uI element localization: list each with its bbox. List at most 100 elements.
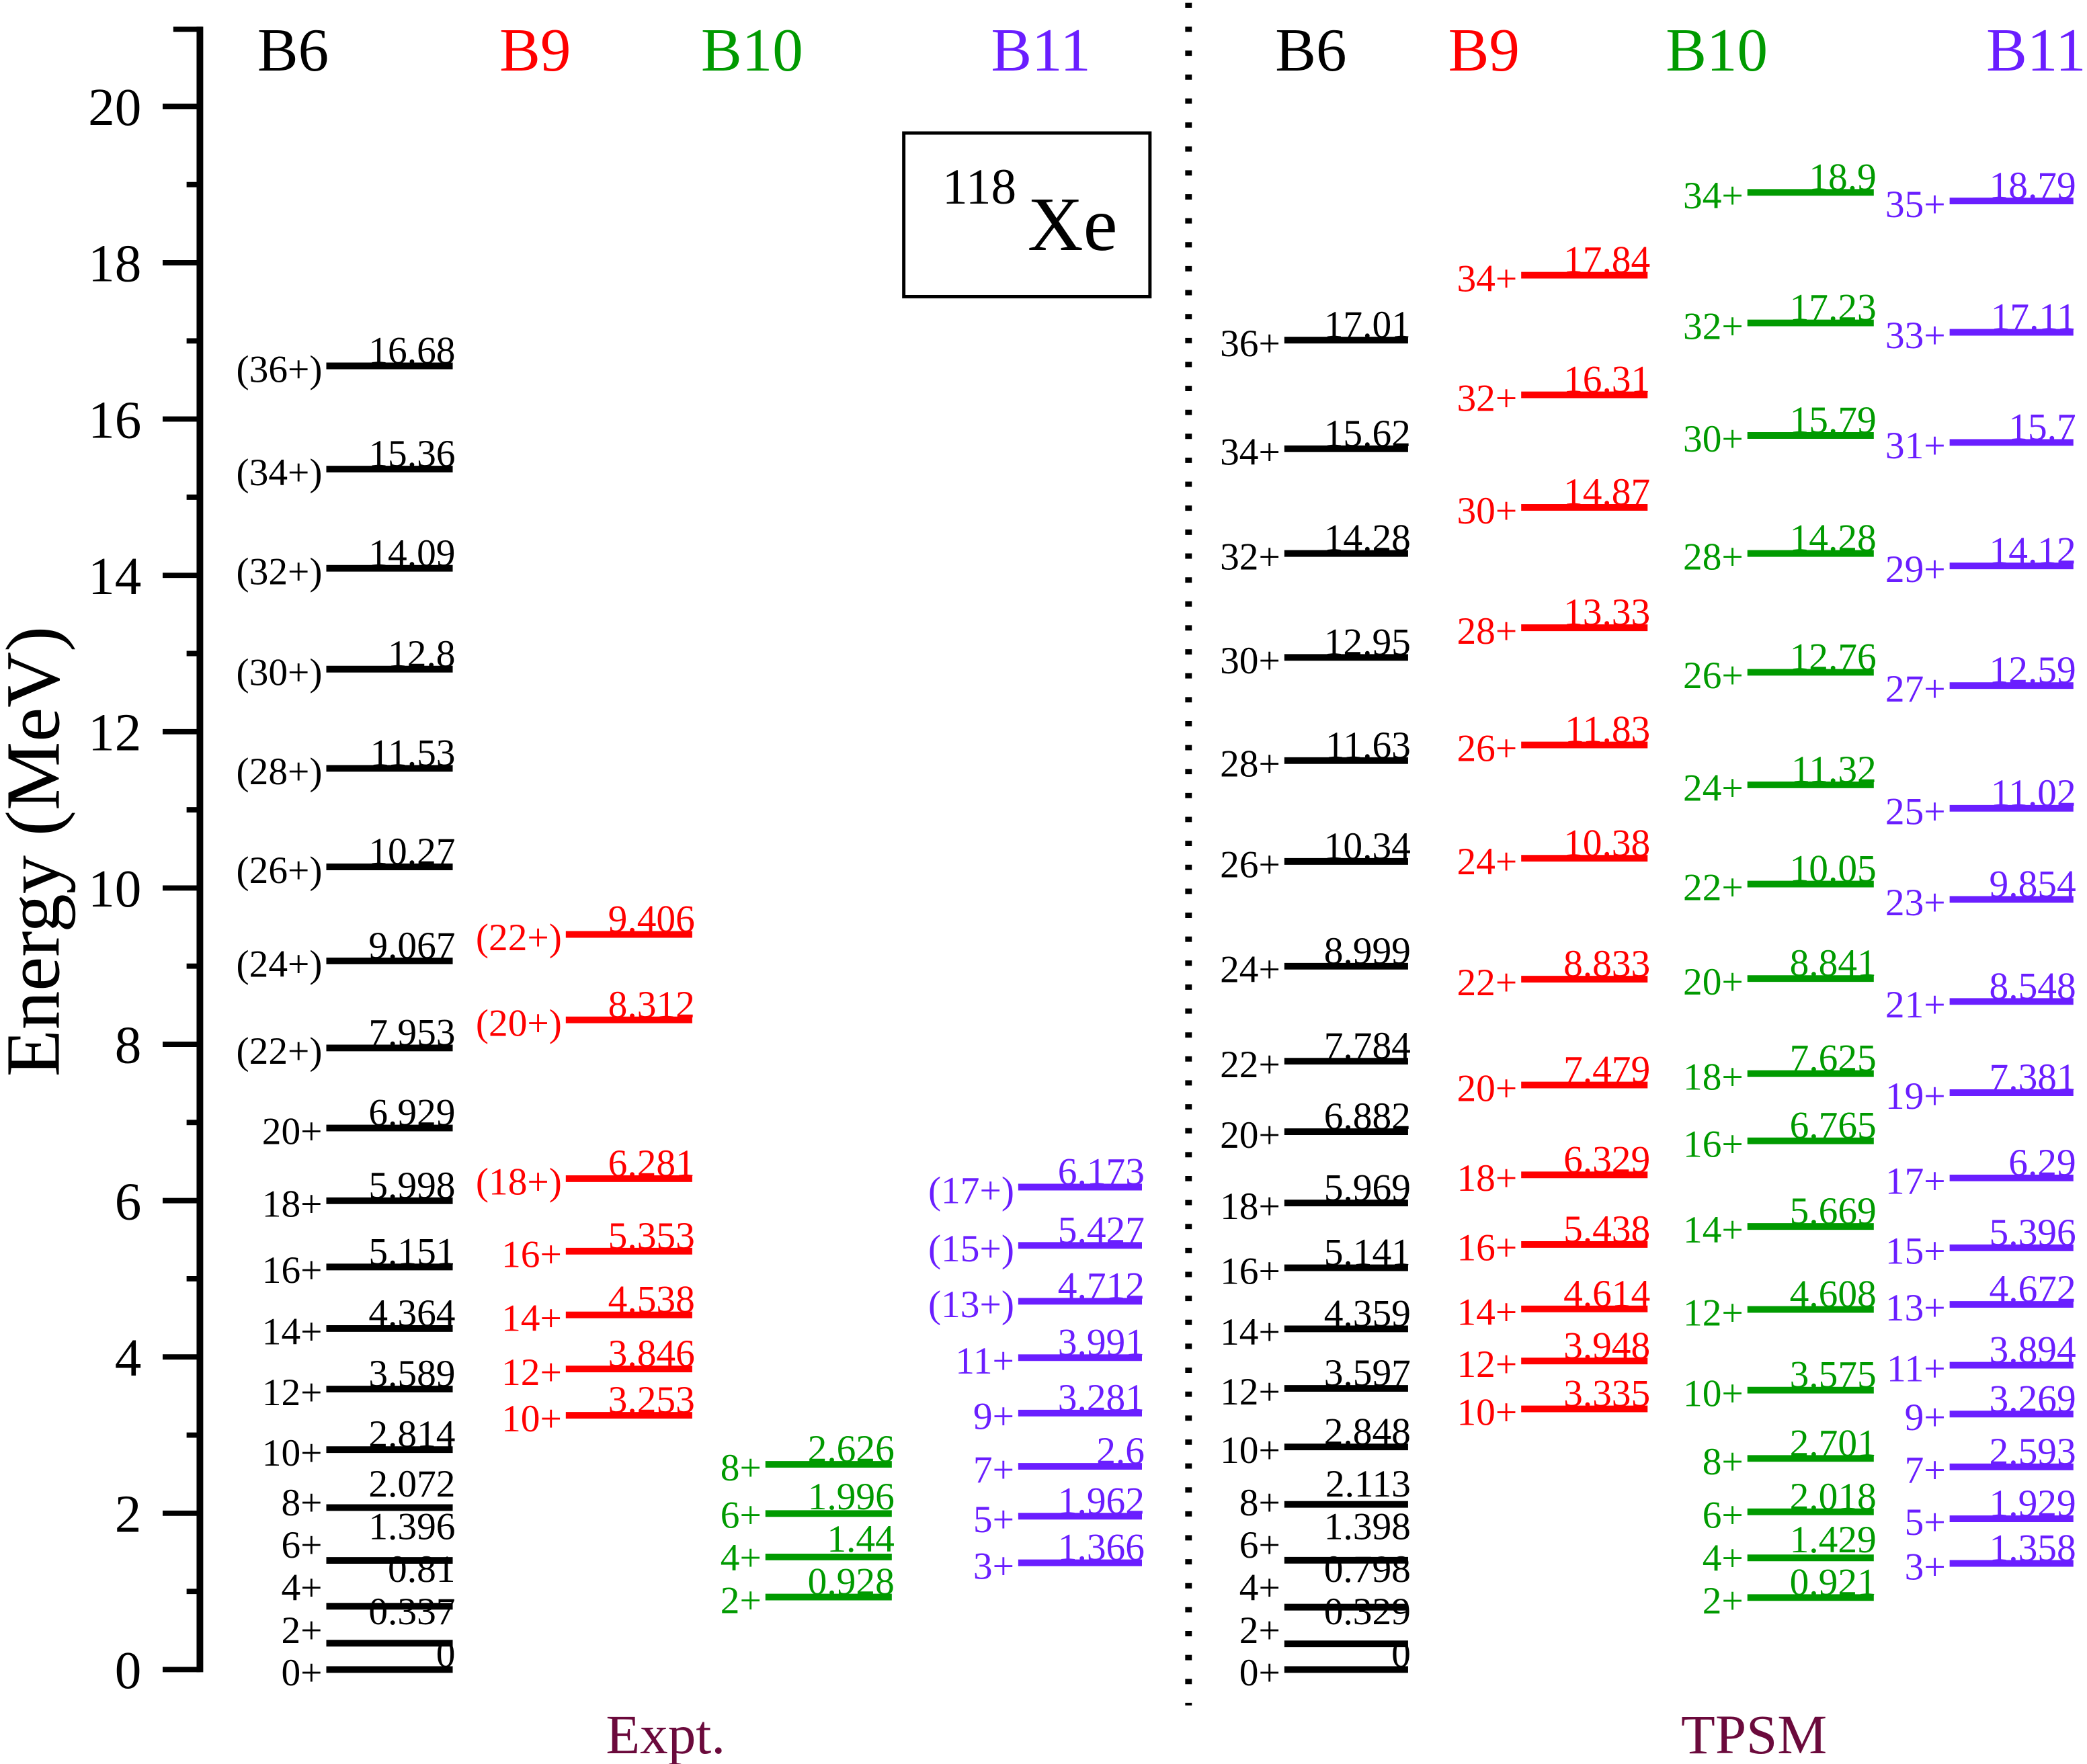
level-energy: 2.701 [1790, 1422, 1877, 1464]
band-b9: B9 17.84 34+ 16.31 32+ 14.87 30+ 13.33 28+ 11.83 2… [1448, 16, 1651, 1433]
energy-level: 17.11 33+ [1885, 296, 2076, 358]
energy-level: 14.09 (32+) [237, 532, 456, 593]
y-tick-label: 2 [115, 1485, 142, 1544]
level-spin: 10+ [1220, 1429, 1280, 1472]
level-energy: 8.312 [608, 984, 695, 1026]
energy-level: 15.62 34+ [1220, 413, 1411, 474]
level-spin: 35+ [1885, 183, 1946, 226]
energy-level: 0.81 4+ [281, 1548, 456, 1610]
level-energy: 10.38 [1563, 822, 1650, 864]
level-spin: 16+ [262, 1249, 323, 1292]
level-energy: 7.784 [1324, 1025, 1411, 1067]
level-spin: 14+ [1457, 1292, 1517, 1334]
energy-level: 7.784 22+ [1220, 1025, 1411, 1086]
level-energy: 17.84 [1563, 239, 1650, 282]
level-energy: 11.53 [370, 732, 456, 775]
level-energy: 1.44 [827, 1518, 894, 1560]
energy-level: 10.27 (26+) [237, 831, 456, 892]
level-spin: 28+ [1457, 610, 1517, 653]
level-energy: 10.05 [1790, 848, 1877, 890]
level-spin: (22+) [237, 1030, 323, 1073]
energy-level: 5.669 14+ [1683, 1190, 1877, 1251]
level-spin: 6+ [1703, 1495, 1744, 1537]
level-spin: (17+) [928, 1169, 1014, 1212]
level-energy: 2.018 [1790, 1476, 1877, 1518]
level-spin: 12+ [1220, 1371, 1280, 1413]
band-header: B11 [1986, 16, 2086, 84]
energy-level: 15.36 (34+) [237, 433, 456, 494]
level-spin: 34+ [1220, 431, 1280, 474]
level-spin: 26+ [1683, 655, 1744, 697]
energy-level: 1.929 5+ [1905, 1482, 2076, 1544]
level-spin: 6+ [281, 1524, 322, 1566]
level-energy: 4.672 [1990, 1268, 2076, 1310]
energy-level: 14.28 28+ [1683, 517, 1877, 579]
level-energy: 4.364 [368, 1292, 455, 1335]
energy-level: 14.12 29+ [1885, 530, 2076, 591]
energy-level: 13.33 28+ [1457, 591, 1650, 653]
energy-level: 16.68 (36+) [237, 330, 456, 391]
energy-level: 0 0+ [281, 1633, 455, 1694]
level-energy: 3.269 [1990, 1378, 2076, 1420]
level-energy: 3.575 [1790, 1354, 1877, 1396]
level-energy: 7.625 [1790, 1038, 1877, 1080]
level-spin: 10+ [501, 1398, 562, 1440]
level-energy: 14.28 [1324, 517, 1411, 560]
level-spin: 29+ [1885, 548, 1946, 591]
level-spin: (24+) [237, 943, 323, 986]
level-energy: 3.597 [1324, 1352, 1411, 1394]
level-energy: 3.589 [368, 1353, 455, 1395]
energy-level: 5.427 (15+) [928, 1209, 1145, 1270]
level-energy: 12.76 [1790, 636, 1877, 678]
level-spin: 11+ [955, 1340, 1014, 1382]
energy-level: 9.406 (22+) [476, 898, 695, 960]
energy-level: 1.962 5+ [973, 1480, 1145, 1541]
energy-level: 17.84 34+ [1457, 239, 1650, 300]
energy-level: 17.01 36+ [1220, 304, 1411, 365]
band-b11: B11 6.173 (17+) 5.427 (15+) 4.712 (13+) 3.991 11… [928, 16, 1145, 1587]
level-spin: (34+) [237, 452, 323, 494]
level-energy: 6.29 [2008, 1142, 2076, 1184]
y-tick-label: 6 [115, 1172, 142, 1231]
level-energy: 14.87 [1563, 471, 1650, 513]
level-energy: 12.59 [1990, 649, 2076, 691]
nucleus-box: 118 Xe [902, 131, 1152, 298]
level-energy: 6.882 [1324, 1095, 1411, 1138]
band-b11: B11 18.79 35+ 17.11 33+ 15.7 31+ 14.12 29+ 12.59 2… [1885, 16, 2086, 1588]
level-energy: 3.846 [608, 1333, 695, 1375]
energy-level: 5.969 18+ [1220, 1167, 1411, 1228]
energy-level: 2.848 10+ [1220, 1411, 1411, 1472]
level-energy: 16.68 [368, 330, 455, 372]
level-spin: 18+ [1457, 1157, 1517, 1200]
level-energy: 5.669 [1790, 1190, 1877, 1232]
level-spin: 14+ [501, 1297, 562, 1339]
level-energy: 11.63 [1325, 724, 1411, 767]
level-spin: (13+) [928, 1284, 1014, 1326]
energy-level: 8.312 (20+) [476, 984, 695, 1045]
level-energy: 7.953 [368, 1012, 455, 1054]
level-spin: 8+ [721, 1447, 762, 1489]
level-spin: 2+ [281, 1609, 322, 1652]
band-b6: B6 16.68 (36+) 15.36 (34+) 14.09 (32+) 12.8 (30+… [237, 16, 456, 1694]
level-energy: 1.398 [1324, 1505, 1411, 1548]
level-spin: 2+ [1703, 1580, 1744, 1622]
level-spin: (26+) [237, 849, 323, 892]
level-spin: 7+ [1905, 1450, 1946, 1492]
energy-level: 12.95 30+ [1220, 621, 1411, 682]
level-energy: 9.854 [1990, 863, 2076, 905]
energy-level: 10.34 26+ [1220, 825, 1411, 886]
level-energy: 1.929 [1990, 1482, 2076, 1525]
energy-level: 4.672 13+ [1885, 1268, 2076, 1329]
level-spin: 25+ [1885, 791, 1946, 833]
level-energy: 6.173 [1058, 1151, 1145, 1193]
level-spin: (18+) [476, 1161, 562, 1204]
level-energy: 4.538 [608, 1279, 695, 1321]
level-spin: 14+ [1683, 1209, 1744, 1251]
panel-label: TPSM [1681, 1704, 1827, 1764]
energy-level: 3.948 12+ [1457, 1325, 1650, 1386]
level-spin: 24+ [1683, 767, 1744, 810]
band-header: B9 [1448, 16, 1520, 84]
energy-level: 15.7 31+ [1885, 407, 2076, 468]
energy-level: 3.335 10+ [1457, 1373, 1650, 1434]
